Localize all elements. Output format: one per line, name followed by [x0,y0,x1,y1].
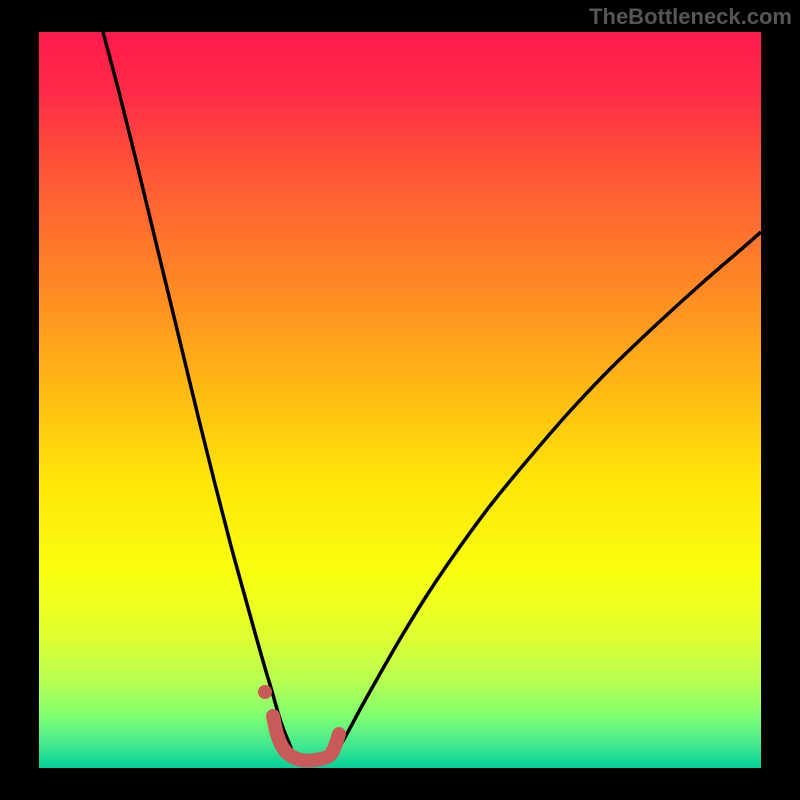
plot-area [39,32,761,768]
curves-layer [39,32,761,768]
outer-frame: TheBottleneck.com [0,0,800,800]
watermark-text: TheBottleneck.com [589,4,792,30]
right-curve [333,232,761,758]
valley-dot [258,685,272,699]
left-curve [103,32,294,758]
